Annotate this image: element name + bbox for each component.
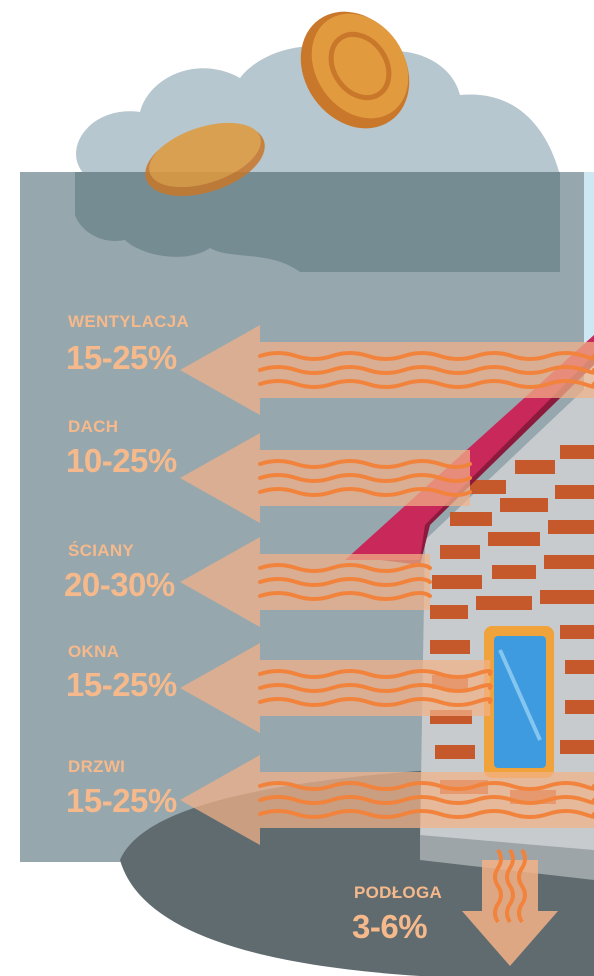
heat-arrow-floor xyxy=(462,860,558,966)
heat-wave-2-1 xyxy=(258,577,432,587)
value-podloga: 3-6% xyxy=(352,908,428,945)
heat-wave-1-0 xyxy=(258,459,472,469)
heat-arrow-2 xyxy=(180,537,430,627)
heat-wave-1-1 xyxy=(258,473,472,483)
label-dach: DACH xyxy=(68,417,119,436)
heat-wave-3-1 xyxy=(258,683,493,693)
heat-loss-arrows xyxy=(180,325,594,966)
heat-arrow-4 xyxy=(180,755,594,845)
heat-wave-2-0 xyxy=(258,563,432,573)
label-wentylacja: WENTYLACJA xyxy=(68,312,190,331)
heat-arrow-0 xyxy=(180,325,594,415)
label-drzwi: DRZWI xyxy=(68,757,126,776)
coin-icon xyxy=(145,122,265,196)
heat-wave-1-2 xyxy=(258,487,472,497)
value-sciany: 20-30% xyxy=(64,566,175,603)
heat-wave-0-1 xyxy=(258,365,594,375)
coin-icon xyxy=(300,11,410,129)
heat-wave-0-2 xyxy=(258,379,594,389)
heat-wave-3-2 xyxy=(258,697,493,707)
heat-wave-floor-0 xyxy=(493,848,503,924)
heat-wave-floor-1 xyxy=(505,848,515,924)
heat-wave-4-1 xyxy=(258,795,594,805)
heat-wave-3-0 xyxy=(258,669,493,679)
label-podloga: PODŁOGA xyxy=(354,883,443,902)
value-okna: 15-25% xyxy=(66,666,177,703)
heat-wave-4-0 xyxy=(258,781,594,791)
value-drzwi: 15-25% xyxy=(66,782,177,819)
heat-wave-2-2 xyxy=(258,591,432,601)
label-sciany: ŚCIANY xyxy=(68,541,135,560)
heat-wave-floor-2 xyxy=(517,848,527,924)
value-wentylacja: 15-25% xyxy=(66,339,177,376)
label-okna: OKNA xyxy=(68,642,120,661)
heat-wave-0-0 xyxy=(258,351,594,361)
heat-wave-4-2 xyxy=(258,809,594,819)
value-dach: 10-25% xyxy=(66,442,177,479)
